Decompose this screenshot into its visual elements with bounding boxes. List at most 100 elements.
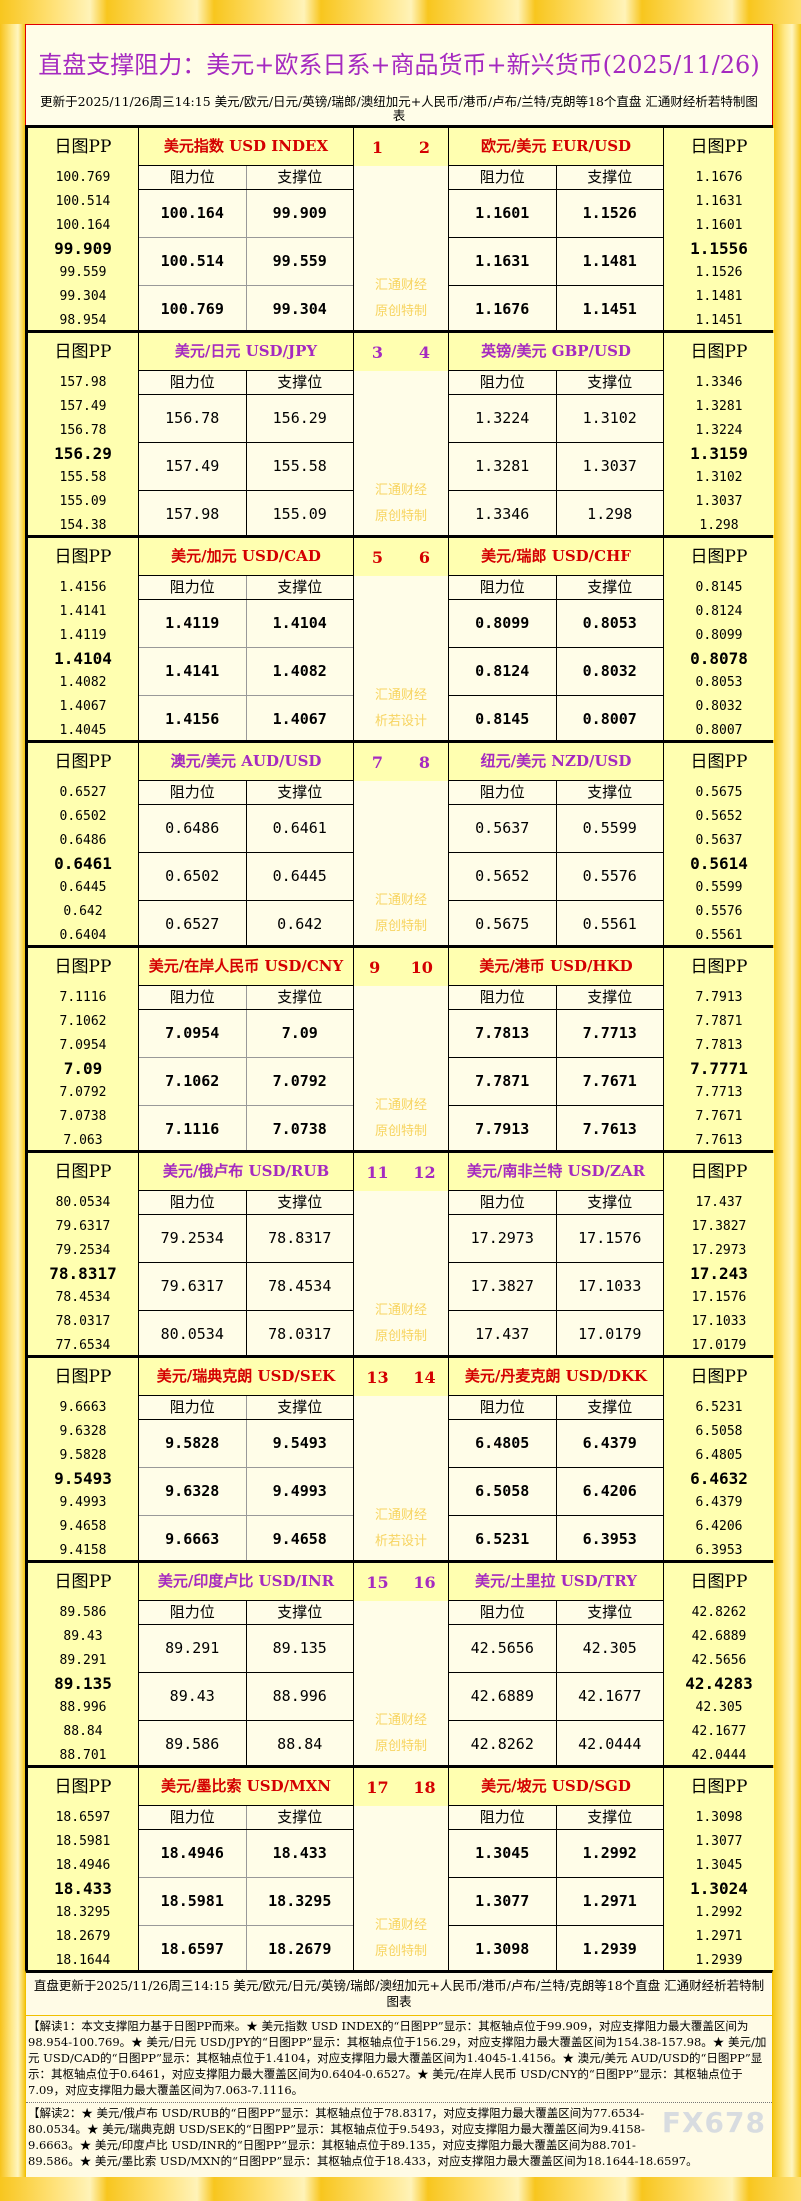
pp-level: 9.4658 [59, 1518, 107, 1534]
pp-level: 0.6486 [59, 832, 107, 848]
support-value: 9.5493 [272, 1434, 327, 1452]
level-row: 18.5981 18.3295 [139, 1878, 353, 1926]
pp-level: 17.3827 [691, 1218, 747, 1234]
pair-name: 美元/在岸人民币 USD/CNY [139, 948, 353, 986]
column-headers: 阻力位 支撑位 [449, 166, 663, 190]
pp-column-header: 日图PP [690, 342, 748, 362]
pp-level: 6.3953 [695, 1542, 743, 1558]
pp-level: 89.586 [59, 1605, 107, 1620]
column-headers: 阻力位 支撑位 [139, 1806, 353, 1830]
pp-level: 1.4045 [59, 722, 107, 738]
currency-pair-table: 澳元/美元 AUD/USD 阻力位 支撑位 0.6486 0.6461 0.6502 0.6… [138, 743, 354, 948]
resistance-value: 7.7871 [449, 1058, 557, 1105]
support-header: 支撑位 [277, 783, 323, 801]
pp-level: 7.7713 [695, 1085, 743, 1101]
pair-number-right: 2 [418, 137, 431, 157]
pivot-point: 7.7771 [690, 1059, 748, 1079]
pair-name: 美元/俄卢布 USD/RUB [139, 1153, 353, 1191]
pp-level: 88.84 [63, 1723, 103, 1739]
pair-block: 日图PP 89.586 89.43 89.291 89.135 88.996 88.84 88… [25, 1560, 774, 1768]
resistance-header: 阻力位 [449, 1806, 557, 1829]
pp-level: 18.4946 [55, 1857, 111, 1873]
level-row: 156.78 156.29 [139, 395, 353, 443]
resistance-value: 1.4119 [139, 600, 247, 647]
level-row: 1.1601 1.1526 [449, 190, 663, 238]
resistance-header: 阻力位 [449, 1191, 557, 1214]
pair-name: 美元/土里拉 USD/TRY [449, 1563, 663, 1601]
pp-level: 42.5656 [691, 1652, 747, 1668]
support-value: 0.642 [277, 915, 323, 933]
pp-level: 18.3295 [55, 1905, 111, 1921]
pp-level: 7.1116 [59, 990, 107, 1005]
pp-level: 7.1062 [59, 1013, 107, 1029]
pp-level: 157.49 [59, 398, 107, 414]
pair-numbers: 11 12 [354, 1153, 448, 1191]
pair-number-left: 1 [371, 137, 384, 157]
pivot-point: 89.135 [54, 1674, 112, 1694]
pp-level: 1.4067 [59, 698, 107, 714]
pair-name: 美元/日元 USD/JPY [139, 333, 353, 371]
pp-level: 1.4119 [59, 627, 107, 643]
pp-column-header: 日图PP [54, 137, 112, 157]
support-value: 7.7613 [582, 1120, 637, 1138]
pivot-point: 78.8317 [49, 1264, 117, 1284]
pp-level: 98.954 [59, 312, 107, 328]
watermark-line-1: 汇通财经 [374, 893, 427, 908]
pp-level: 1.1481 [695, 288, 743, 304]
pivot-point: 1.1556 [690, 239, 748, 259]
pp-column-header: 日图PP [54, 957, 112, 977]
resistance-value: 1.3281 [449, 443, 557, 490]
pp-level: 1.1631 [695, 193, 743, 209]
level-row: 9.6328 9.4993 [139, 1468, 353, 1516]
pp-level: 0.5675 [695, 785, 743, 800]
pp-level: 1.3102 [695, 470, 743, 486]
resistance-value: 0.8145 [449, 696, 557, 743]
footer: 直盘更新于2025/11/26周三14:15 美元/欧元/日元/英镑/瑞郎/澳纽… [25, 1970, 773, 2179]
support-value: 1.4104 [272, 614, 327, 632]
daily-pp-column: 日图PP 18.6597 18.5981 18.4946 18.433 18.3295 18… [28, 1768, 138, 1970]
level-row: 157.98 155.09 [139, 491, 353, 538]
pair-number-right: 6 [418, 547, 431, 567]
resistance-value: 80.0534 [139, 1311, 247, 1358]
level-row: 1.3346 1.298 [449, 491, 663, 538]
pair-number-left: 7 [371, 752, 384, 772]
level-row: 7.7913 7.7613 [449, 1106, 663, 1153]
resistance-value: 0.6486 [139, 805, 247, 852]
resistance-value: 0.8099 [449, 600, 557, 647]
pp-level: 154.38 [59, 517, 107, 533]
level-row: 0.5652 0.5576 [449, 853, 663, 901]
chart-header: 直盘支撑阻力：美元+欧系日系+商品货币+新兴货币(2025/11/26) 更新于… [25, 24, 773, 126]
daily-pp-column: 日图PP 1.3346 1.3281 1.3224 1.3159 1.3102 1.3037… [664, 333, 774, 535]
support-header: 支撑位 [277, 578, 323, 596]
watermark-line-1: 汇通财经 [374, 1918, 427, 1933]
interpretation-2-text: 【解读2：★ 美元/俄卢布 USD/RUB的“日图PP”显示：其枢轴点位于78.… [28, 2106, 698, 2168]
support-value: 42.305 [582, 1639, 637, 1657]
level-row: 89.291 89.135 [139, 1625, 353, 1673]
pp-level: 100.769 [55, 170, 111, 185]
currency-pair-table: 美元/日元 USD/JPY 阻力位 支撑位 156.78 156.29 157.49 155… [138, 333, 354, 538]
pp-level: 1.3045 [695, 1857, 743, 1873]
level-row: 0.8099 0.8053 [449, 600, 663, 648]
resistance-value: 157.98 [139, 491, 247, 538]
level-row: 7.0954 7.09 [139, 1010, 353, 1058]
column-headers: 阻力位 支撑位 [449, 1396, 663, 1420]
watermark-line-1: 汇通财经 [374, 483, 427, 498]
support-header: 支撑位 [587, 578, 633, 596]
level-row: 100.514 99.559 [139, 238, 353, 286]
resistance-value: 7.7913 [449, 1106, 557, 1153]
pp-column-header: 日图PP [690, 547, 748, 567]
column-headers: 阻力位 支撑位 [139, 781, 353, 805]
column-headers: 阻力位 支撑位 [449, 576, 663, 600]
level-row: 0.6527 0.642 [139, 901, 353, 948]
pp-column-header: 日图PP [54, 1777, 112, 1797]
resistance-header: 阻力位 [139, 371, 247, 394]
support-value: 18.2679 [268, 1940, 332, 1958]
pp-level: 17.2973 [691, 1242, 747, 1258]
pp-column-header: 日图PP [54, 547, 112, 567]
level-row: 79.2534 78.8317 [139, 1215, 353, 1263]
daily-pp-column: 日图PP 42.8262 42.6889 42.5656 42.4283 42.305 42… [664, 1563, 774, 1765]
support-value: 1.3037 [582, 457, 637, 475]
level-row: 1.3045 1.2992 [449, 1830, 663, 1878]
pair-numbers: 17 18 [354, 1768, 448, 1806]
